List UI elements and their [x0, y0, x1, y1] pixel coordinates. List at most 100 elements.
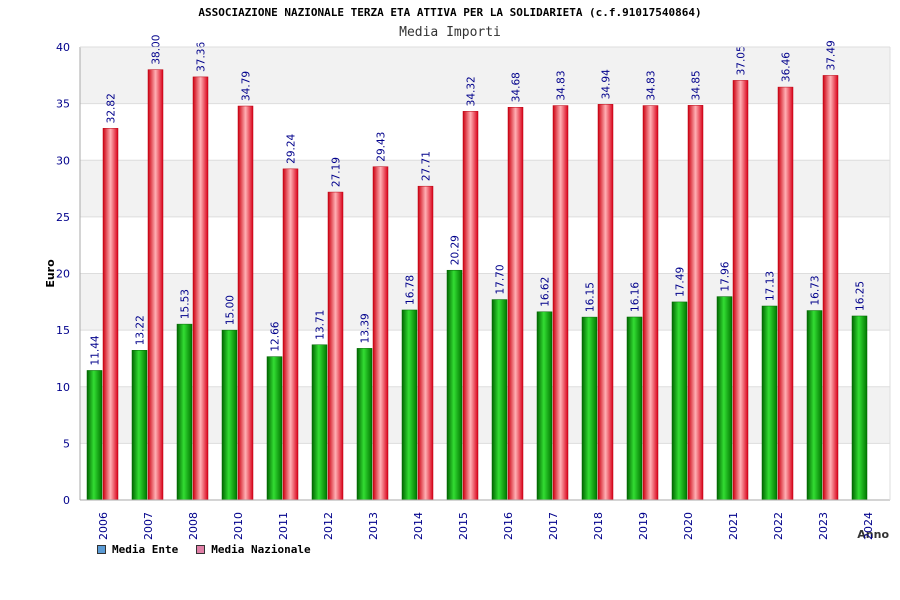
- x-tick-label: 2023: [817, 512, 830, 540]
- y-tick-label: 30: [56, 154, 70, 167]
- bar-ente-2018[interactable]: [581, 316, 598, 501]
- bar-nazionale-2012[interactable]: [327, 191, 344, 501]
- data-label: 29.43: [376, 132, 388, 162]
- bar-ente-2007[interactable]: [131, 350, 148, 501]
- data-label: 29.24: [286, 133, 298, 163]
- data-label: 16.15: [585, 282, 597, 312]
- data-label: 36.46: [781, 52, 793, 82]
- bar-nazionale-2022[interactable]: [777, 86, 794, 501]
- bar-nazionale-2008[interactable]: [192, 76, 209, 501]
- data-label: 20.29: [450, 235, 462, 265]
- bar-nazionale-2017[interactable]: [552, 105, 569, 501]
- y-tick-label: 40: [56, 41, 70, 54]
- y-tick-label: 25: [56, 211, 70, 224]
- data-label: 16.25: [855, 281, 867, 311]
- data-label: 15.53: [180, 289, 192, 319]
- x-tick-label: 2020: [682, 512, 695, 540]
- x-tick-label: 2013: [367, 512, 380, 540]
- x-tick-label: 2016: [502, 512, 515, 540]
- data-label: 37.36: [196, 42, 208, 72]
- data-label: 32.82: [106, 93, 118, 123]
- x-tick-label: 2024: [862, 512, 875, 540]
- bar-ente-2015[interactable]: [446, 269, 463, 501]
- data-label: 17.49: [675, 267, 687, 297]
- bar-ente-2019[interactable]: [626, 316, 643, 501]
- y-tick-label: 10: [56, 381, 70, 394]
- x-tick-label: 2021: [727, 512, 740, 540]
- bar-ente-2022[interactable]: [761, 305, 778, 501]
- y-tick-label: 20: [56, 268, 70, 281]
- data-label: 27.19: [331, 157, 343, 187]
- bar-nazionale-2011[interactable]: [282, 168, 299, 501]
- bar-ente-2016[interactable]: [491, 299, 508, 501]
- bar-nazionale-2020[interactable]: [687, 105, 704, 501]
- bar-nazionale-2019[interactable]: [642, 105, 659, 501]
- plot-band: [80, 103, 890, 161]
- bar-ente-2021[interactable]: [716, 296, 733, 501]
- data-label: 34.85: [691, 70, 703, 100]
- x-tick-label: 2006: [97, 512, 110, 540]
- y-tick-label: 0: [63, 494, 70, 507]
- data-label: 17.13: [765, 271, 777, 301]
- data-label: 17.70: [495, 264, 507, 294]
- data-label: 34.79: [241, 71, 253, 101]
- legend-swatch-nazionale: [196, 545, 206, 554]
- bar-ente-2017[interactable]: [536, 311, 553, 501]
- bar-nazionale-2016[interactable]: [507, 106, 524, 501]
- bar-nazionale-2023[interactable]: [822, 75, 839, 501]
- bar-ente-2014[interactable]: [401, 309, 418, 501]
- x-tick-label: 2014: [412, 512, 425, 540]
- bar-nazionale-2014[interactable]: [417, 185, 434, 501]
- bar-ente-2011[interactable]: [266, 356, 283, 501]
- plot-band: [80, 47, 890, 104]
- x-tick-label: 2022: [772, 512, 785, 540]
- bar-nazionale-2021[interactable]: [732, 80, 749, 501]
- bar-nazionale-2013[interactable]: [372, 166, 389, 501]
- data-label: 15.00: [225, 295, 237, 325]
- bar-ente-2008[interactable]: [176, 323, 193, 501]
- bar-ente-2023[interactable]: [806, 310, 823, 501]
- plot-band: [80, 443, 890, 500]
- data-label: 37.49: [826, 40, 838, 70]
- bar-ente-2013[interactable]: [356, 348, 373, 501]
- x-tick-label: 2011: [277, 512, 290, 540]
- plot-band: [80, 160, 890, 217]
- data-label: 37.05: [736, 45, 748, 75]
- data-label: 16.16: [630, 282, 642, 312]
- plot-band: [80, 216, 890, 274]
- x-tick-label: 2008: [187, 512, 200, 540]
- bar-nazionale-2007[interactable]: [147, 69, 164, 501]
- plot-band: [80, 330, 890, 387]
- x-tick-label: 2017: [547, 512, 560, 540]
- data-label: 38.00: [151, 35, 163, 65]
- bar-ente-2006[interactable]: [86, 370, 103, 501]
- legend-swatch-ente: [97, 545, 106, 554]
- bar-ente-2020[interactable]: [671, 301, 688, 501]
- legend-item-nazionale[interactable]: Media Nazionale: [196, 543, 311, 556]
- data-label: 17.96: [720, 261, 732, 291]
- data-label: 16.62: [540, 277, 552, 307]
- x-tick-label: 2007: [142, 512, 155, 540]
- legend-label-nazionale: Media Nazionale: [211, 543, 311, 556]
- bar-ente-2012[interactable]: [311, 344, 328, 501]
- x-tick-label: 2012: [322, 512, 335, 540]
- data-label: 34.83: [556, 70, 568, 100]
- data-label: 16.73: [810, 275, 822, 305]
- bar-ente-2024[interactable]: [851, 315, 868, 501]
- x-tick-label: 2019: [637, 512, 650, 540]
- legend-item-ente[interactable]: Media Ente: [97, 543, 178, 556]
- bar-nazionale-2018[interactable]: [597, 104, 614, 501]
- bar-ente-2010[interactable]: [221, 329, 238, 501]
- y-axis-title: Euro: [44, 259, 57, 288]
- bar-nazionale-2015[interactable]: [462, 111, 479, 501]
- bar-nazionale-2006[interactable]: [102, 128, 119, 501]
- x-tick-label: 2015: [457, 512, 470, 540]
- plot-band: [80, 273, 890, 331]
- y-tick-label: 5: [63, 437, 70, 450]
- data-label: 13.22: [135, 315, 147, 345]
- bar-nazionale-2010[interactable]: [237, 105, 254, 501]
- data-label: 13.71: [315, 310, 327, 340]
- data-label: 16.78: [405, 275, 417, 305]
- y-tick-label: 35: [56, 98, 70, 111]
